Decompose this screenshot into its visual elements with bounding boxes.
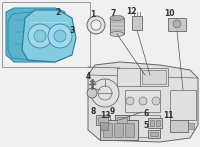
- Circle shape: [152, 97, 160, 105]
- Bar: [148, 130, 160, 138]
- Circle shape: [34, 30, 46, 42]
- Bar: [117, 117, 127, 123]
- Text: 9: 9: [109, 106, 115, 116]
- Bar: [188, 123, 194, 129]
- Bar: [125, 90, 160, 112]
- Text: 8: 8: [90, 106, 96, 116]
- Text: 4: 4: [85, 71, 91, 81]
- Bar: [150, 132, 158, 136]
- Text: 5: 5: [143, 122, 149, 131]
- Polygon shape: [8, 12, 65, 60]
- Circle shape: [139, 97, 147, 105]
- Bar: [100, 122, 108, 130]
- Bar: [168, 18, 186, 31]
- Text: 10: 10: [164, 9, 174, 17]
- Circle shape: [87, 16, 105, 34]
- Bar: [114, 123, 123, 137]
- Bar: [115, 115, 160, 137]
- Bar: [110, 18, 124, 34]
- Bar: [125, 123, 134, 137]
- Circle shape: [48, 24, 72, 48]
- Bar: [117, 68, 141, 86]
- Bar: [100, 120, 138, 140]
- Polygon shape: [6, 8, 68, 62]
- Text: 7: 7: [110, 9, 116, 17]
- Circle shape: [91, 79, 119, 107]
- Bar: [140, 68, 168, 86]
- Text: 11: 11: [163, 112, 173, 121]
- Circle shape: [54, 30, 66, 42]
- Bar: [156, 120, 160, 126]
- Text: 2: 2: [55, 7, 61, 16]
- Bar: [148, 118, 162, 128]
- Ellipse shape: [110, 31, 124, 36]
- Bar: [132, 16, 142, 30]
- Bar: [170, 90, 196, 120]
- Circle shape: [91, 20, 101, 30]
- Text: 12: 12: [126, 6, 136, 15]
- Circle shape: [87, 88, 97, 98]
- Circle shape: [28, 24, 52, 48]
- Text: 1: 1: [90, 10, 96, 19]
- Bar: [142, 70, 166, 84]
- Text: 13: 13: [100, 112, 110, 121]
- Polygon shape: [88, 62, 198, 142]
- Bar: [2, 2, 90, 67]
- Polygon shape: [22, 10, 76, 62]
- Circle shape: [173, 20, 181, 28]
- Text: 3: 3: [69, 25, 75, 35]
- Bar: [170, 120, 188, 132]
- Bar: [103, 123, 112, 137]
- Bar: [150, 120, 154, 126]
- Bar: [96, 115, 110, 125]
- Circle shape: [98, 86, 112, 100]
- Text: 6: 6: [143, 110, 149, 118]
- Bar: [98, 117, 108, 123]
- Bar: [115, 115, 129, 125]
- Circle shape: [126, 97, 134, 105]
- Ellipse shape: [110, 15, 124, 20]
